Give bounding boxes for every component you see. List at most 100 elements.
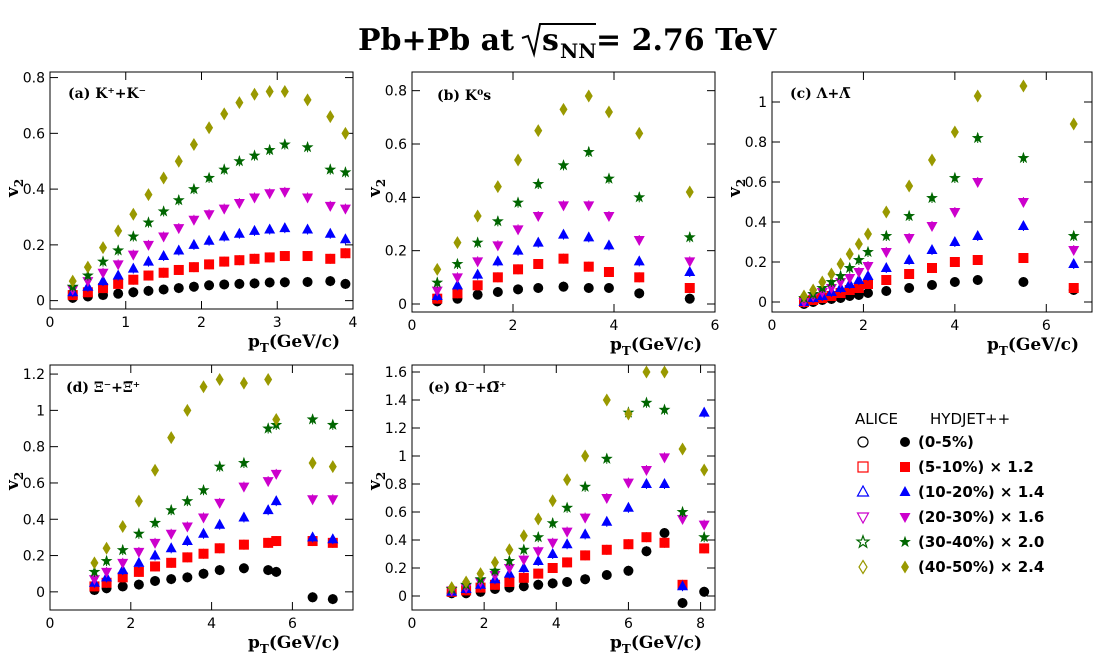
data-point (843, 261, 856, 274)
data-point (234, 278, 245, 289)
legend: ALICE HYDJET++ (0-5%) (5-10%) × 1.2 (10-20… (855, 410, 1044, 576)
data-point (263, 565, 274, 576)
legend-entry-2: (5-10%) × 1.2 (857, 458, 1034, 476)
series-5 (445, 396, 711, 595)
data-point (517, 543, 530, 555)
y-tick-label: 0.8 (23, 71, 45, 87)
data-point (880, 262, 892, 272)
data-point (623, 539, 634, 550)
legend-open-marker (856, 484, 870, 497)
data-point (235, 96, 244, 110)
data-point (158, 267, 169, 278)
data-point (101, 577, 112, 588)
legend-entry-3: (10-20%) × 1.4 (856, 483, 1044, 501)
y-tick-label: 0.2 (745, 255, 767, 271)
data-point (112, 244, 125, 256)
data-point (827, 267, 836, 281)
data-point (279, 222, 291, 233)
data-point (622, 501, 634, 512)
data-point (513, 264, 524, 275)
data-point (635, 126, 644, 140)
data-point (143, 285, 154, 296)
data-point (561, 527, 573, 538)
data-point (82, 287, 93, 298)
data-point (214, 543, 225, 554)
series-5 (431, 145, 696, 288)
data-point (835, 278, 847, 288)
x-tick-label: 2 (126, 616, 135, 632)
data-point (678, 442, 687, 456)
y-tick-label: 0.6 (23, 476, 45, 492)
legend-filled-marker (899, 486, 911, 496)
data-point (264, 189, 276, 200)
panel-2: 0 2 4 6 0 0.2 0.4 0.6 0.8 pT(GeV/c) v2 (b) K⁰s (365, 71, 720, 358)
data-point (453, 236, 462, 250)
data-point (181, 535, 193, 546)
data-point (634, 272, 645, 283)
data-point (99, 241, 108, 255)
legend-label: (20-30%) × 1.6 (918, 508, 1044, 526)
data-point (142, 240, 154, 251)
data-point (326, 110, 335, 124)
data-point (238, 456, 250, 469)
title-sqrt-sub: NN (560, 39, 597, 63)
data-point (199, 380, 208, 394)
legend-entry-4: (20-30%) × 1.6 (856, 508, 1044, 526)
legend-filled-marker (900, 462, 910, 472)
data-point (280, 85, 289, 99)
data-point (882, 205, 891, 219)
x-tick-label: 4 (552, 616, 561, 632)
data-point (926, 222, 938, 232)
data-point (306, 413, 319, 425)
data-point (151, 463, 160, 477)
data-point (249, 224, 261, 235)
data-point (101, 567, 113, 578)
data-point (854, 237, 863, 251)
data-point (640, 478, 652, 488)
data-point (302, 251, 313, 262)
legend-open-marker (858, 559, 868, 575)
data-point (505, 543, 514, 557)
panel-3: 0 2 4 6 0 0.2 0.4 0.6 0.8 1 pT(GeV/c) v2 (c) Λ+Λ̅ (725, 71, 1093, 358)
data-point (279, 277, 290, 288)
panel-1: 0 1 2 3 4 0 0.2 0.4 0.6 0.8 pT(GeV/c) v2 (a) K⁺+K⁻ (3, 71, 358, 355)
data-point (150, 575, 161, 586)
data-point (580, 574, 591, 585)
data-point (904, 283, 915, 293)
data-point (603, 267, 614, 277)
legend-open-marker (855, 534, 871, 549)
data-point (97, 275, 109, 286)
data-point (188, 182, 200, 195)
data-point (238, 511, 250, 522)
data-point (189, 137, 198, 151)
data-point (640, 396, 653, 408)
x-tick-label: 8 (696, 616, 705, 632)
data-point (462, 575, 471, 589)
data-point (973, 89, 982, 103)
data-point (699, 586, 710, 597)
data-point (183, 403, 192, 417)
data-point (948, 171, 961, 184)
data-point (165, 542, 177, 553)
data-point (302, 223, 314, 234)
legend-label: (0-5%) (918, 433, 974, 451)
data-point (512, 196, 524, 208)
data-point (88, 565, 101, 577)
data-point (634, 288, 645, 299)
data-point (1018, 277, 1029, 287)
series-group (88, 373, 339, 605)
y-tick-label: 0.6 (745, 175, 767, 191)
data-point (1069, 117, 1078, 131)
data-point (809, 283, 818, 297)
x-tick-label: 0 (408, 616, 417, 632)
data-point (972, 255, 983, 265)
data-point (302, 276, 313, 287)
data-point (203, 210, 215, 221)
data-point (881, 286, 892, 296)
y-tick-label: 1.6 (385, 365, 407, 381)
data-point (558, 201, 569, 212)
y-axis-label: v2 (725, 179, 748, 198)
data-point (518, 555, 530, 566)
sqrt-symbol (521, 23, 596, 58)
data-point (579, 480, 592, 492)
